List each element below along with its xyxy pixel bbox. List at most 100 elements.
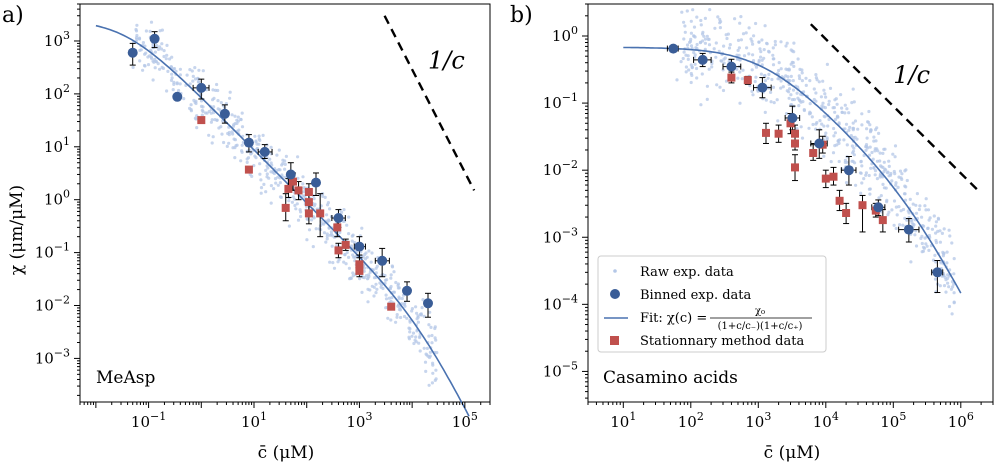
raw-point <box>710 65 714 69</box>
raw-point <box>342 208 346 212</box>
raw-point <box>862 153 866 158</box>
raw-point <box>894 226 898 231</box>
raw-point <box>822 154 826 158</box>
raw-point <box>821 79 825 83</box>
raw-point <box>933 253 937 257</box>
panel-a-axes: 10−1 101 103 105 10−3 10−2 10−1 100 101 102 103 <box>35 3 491 431</box>
raw-point <box>169 78 174 82</box>
raw-point <box>834 117 838 121</box>
raw-point <box>827 99 831 103</box>
raw-point <box>913 233 917 237</box>
raw-point <box>347 255 351 259</box>
raw-point <box>713 26 717 30</box>
raw-point <box>257 134 261 138</box>
raw-point <box>762 48 766 52</box>
raw-point <box>413 338 417 342</box>
raw-point <box>942 252 946 256</box>
raw-point <box>296 155 300 159</box>
raw-point <box>434 368 438 372</box>
raw-point <box>735 53 739 57</box>
raw-point <box>739 15 743 19</box>
raw-point <box>896 185 900 189</box>
raw-point <box>847 111 851 115</box>
raw-point <box>301 194 305 198</box>
raw-point <box>369 260 373 264</box>
raw-point <box>374 282 378 286</box>
binned-point <box>873 202 884 213</box>
raw-point <box>947 304 952 309</box>
raw-point <box>160 42 164 46</box>
raw-point <box>330 244 334 248</box>
raw-point <box>814 91 818 95</box>
raw-point <box>394 320 398 324</box>
raw-point <box>839 93 843 97</box>
raw-point <box>754 65 759 69</box>
raw-point <box>426 354 430 358</box>
raw-point <box>864 173 868 177</box>
legend-box <box>597 255 827 353</box>
raw-point <box>914 203 918 207</box>
binned-point <box>697 54 708 65</box>
raw-point <box>366 300 370 304</box>
stationary-point <box>355 260 364 269</box>
raw-point <box>822 124 826 128</box>
raw-point <box>930 227 935 231</box>
panel-b-axes: 101 102 103 104 105 106 10−5 10−4 10−3 10−2 10−1 10… <box>543 3 994 431</box>
raw-point <box>162 54 166 59</box>
raw-point <box>135 33 139 38</box>
raw-point <box>690 65 694 69</box>
raw-point <box>781 85 785 89</box>
raw-point <box>814 122 818 126</box>
raw-point <box>166 69 170 73</box>
raw-point <box>804 76 808 80</box>
raw-point <box>751 42 755 46</box>
binned-point <box>726 61 737 72</box>
raw-point <box>867 187 872 191</box>
raw-point <box>427 334 431 338</box>
raw-point <box>869 128 873 132</box>
stationary-point <box>791 129 799 138</box>
raw-point <box>836 139 840 143</box>
raw-point <box>418 349 422 353</box>
raw-point <box>239 117 243 121</box>
raw-point <box>431 371 435 375</box>
legend-stationary-label: Stationnary method data <box>640 334 804 349</box>
raw-point <box>158 45 162 49</box>
raw-point <box>301 175 305 179</box>
binned-point <box>219 108 230 119</box>
raw-point <box>893 144 898 148</box>
raw-point <box>155 44 159 48</box>
raw-point <box>430 341 434 345</box>
raw-point <box>165 43 169 48</box>
stationary-point <box>334 246 343 255</box>
raw-point <box>952 301 956 305</box>
raw-point <box>305 238 309 242</box>
stationary-point <box>842 209 851 217</box>
raw-point <box>853 119 858 123</box>
y-tick-label: 10−1 <box>35 241 70 262</box>
raw-point <box>189 109 193 113</box>
raw-point <box>146 63 151 67</box>
raw-point <box>312 197 316 201</box>
y-tick-label: 10−5 <box>543 359 578 380</box>
raw-point <box>350 239 354 243</box>
raw-point <box>422 346 426 350</box>
raw-point <box>808 102 812 106</box>
raw-point <box>934 220 939 224</box>
raw-point <box>759 55 763 59</box>
raw-point <box>188 82 192 86</box>
raw-point <box>829 160 833 164</box>
raw-point <box>872 139 876 143</box>
binned-point <box>787 113 798 123</box>
raw-point <box>766 76 770 80</box>
panel-a-label: a) <box>2 3 24 28</box>
raw-point <box>834 97 838 101</box>
raw-point <box>950 312 954 316</box>
raw-point <box>281 161 285 166</box>
raw-point <box>262 182 266 186</box>
raw-point <box>235 121 239 125</box>
raw-point <box>763 110 767 114</box>
raw-point <box>859 191 863 195</box>
raw-point <box>777 68 781 73</box>
raw-point <box>245 160 249 164</box>
